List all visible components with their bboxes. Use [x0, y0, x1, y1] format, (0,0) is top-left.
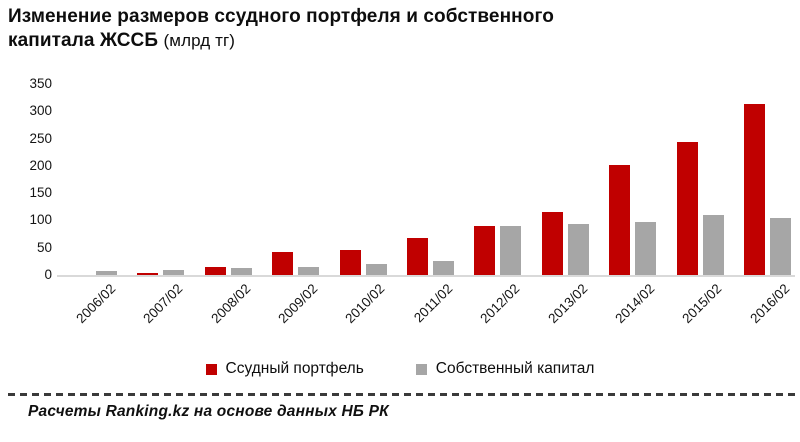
y-tick-label: 200: [29, 157, 52, 173]
bar-equity-2015-02: [702, 215, 724, 275]
bar-group-2014-02: [609, 84, 657, 275]
bar-loan-2008-02: [204, 267, 226, 275]
bar-equity-2012-02: [500, 226, 522, 275]
bar-loan-2015-02: [676, 142, 698, 275]
plot-area: [57, 84, 795, 277]
y-tick-label: 150: [29, 185, 52, 201]
legend-item-equity: Собственный капитал: [415, 360, 595, 378]
bar-group-2010-02: [339, 84, 387, 275]
bar-equity-2009-02: [298, 267, 320, 275]
legend: Ссудный портфель Собственный капитал: [0, 357, 800, 381]
x-tick-label-2009-02: 2009/02: [275, 281, 321, 327]
bar-equity-2008-02: [230, 268, 252, 275]
dashed-divider: [8, 393, 795, 396]
bar-loan-2016-02: [744, 104, 765, 275]
legend-label-loan-portfolio: Ссудный портфель: [225, 360, 364, 377]
bar-equity-2013-02: [567, 224, 589, 275]
chart-title: Изменение размеров ссудного портфеля и с…: [8, 5, 593, 53]
x-tick-label-2006-02: 2006/02: [72, 281, 119, 327]
bar-loan-2011-02: [407, 238, 428, 275]
x-tick-label-2011-02: 2011/02: [410, 281, 456, 326]
legend-label-equity: Собственный капитал: [435, 360, 595, 377]
bar-loan-2012-02: [474, 226, 496, 275]
x-axis-labels: 2006/02 2007/02 2008/02 2009/02 2010/02 2011/…: [72, 281, 793, 327]
source-note: Расчеты Ranking.kz на основе данных НБ Р…: [28, 403, 389, 420]
bar-equity-2011-02: [433, 261, 454, 275]
bar-group-2015-02: [676, 84, 724, 275]
bar-group-2013-02: [541, 84, 589, 275]
y-tick-label: 100: [29, 212, 52, 228]
x-tick-label-2013-02: 2013/02: [544, 281, 590, 327]
y-tick-label: 350: [29, 76, 52, 91]
bar-equity-2016-02: [770, 218, 791, 275]
bar-loan-2009-02: [272, 252, 294, 275]
y-tick-label: 0: [44, 267, 52, 282]
x-tick-label-2014-02: 2014/02: [612, 281, 658, 327]
bar-group-2011-02: [407, 84, 454, 275]
y-axis: 0 50 100 150 200 250 300 350: [0, 0, 52, 300]
bar-equity-2007-02: [163, 270, 185, 275]
y-tick-label: 250: [29, 130, 52, 146]
x-tick-label-2015-02: 2015/02: [679, 281, 725, 327]
chart-title-text: Изменение размеров ссудного портфеля и с…: [8, 6, 554, 51]
x-tick-label-2016-02: 2016/02: [746, 281, 793, 327]
y-tick-label: 50: [36, 239, 52, 255]
bar-group-2007-02: [137, 84, 185, 275]
x-tick-label-2007-02: 2007/02: [140, 281, 186, 327]
bar-loan-2010-02: [339, 250, 361, 275]
bar-equity-2010-02: [365, 264, 387, 275]
bar-loan-2013-02: [541, 212, 563, 275]
bar-group-2009-02: [272, 84, 320, 275]
legend-swatch-red-icon: [205, 363, 217, 375]
bar-group-2008-02: [204, 84, 252, 275]
y-tick-label: 300: [29, 103, 52, 119]
legend-item-loan-portfolio: Ссудный портфель: [205, 360, 364, 378]
chart-title-unit: (млрд тг): [163, 31, 236, 50]
bar-group-2012-02: [474, 84, 522, 275]
bar-loan-2014-02: [609, 165, 631, 275]
bar-equity-2006-02: [96, 271, 117, 275]
x-tick-label-2008-02: 2008/02: [207, 281, 253, 327]
legend-swatch-gray-icon: [415, 363, 427, 375]
x-tick-label-2012-02: 2012/02: [477, 281, 523, 327]
bar-group-2016-02: [744, 84, 791, 275]
bar-group-2006-02: [70, 84, 117, 275]
x-tick-label-2010-02: 2010/02: [342, 281, 388, 327]
bar-equity-2014-02: [635, 222, 657, 275]
bar-loan-2007-02: [137, 273, 159, 275]
